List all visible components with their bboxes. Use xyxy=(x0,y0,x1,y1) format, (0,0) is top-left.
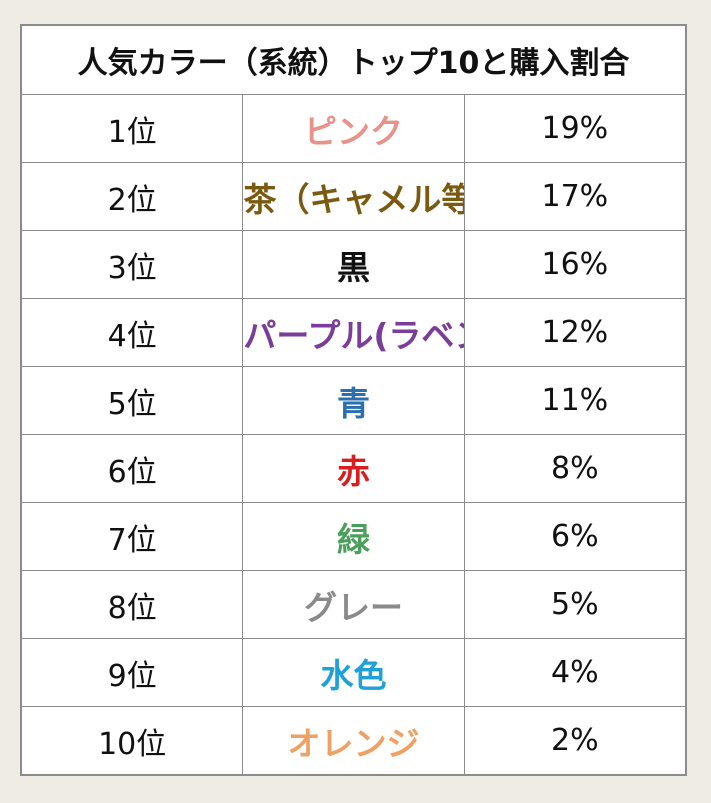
table-row: 7位緑 6% xyxy=(20,502,687,571)
percent-cell: 19% xyxy=(463,94,687,163)
table-title: 人気カラー（系統）トップ10と購入割合 xyxy=(21,25,686,95)
color-name-cell: ピンク xyxy=(242,94,465,163)
color-name-cell: オレンジ xyxy=(242,706,465,775)
ranking-table-frame: 人気カラー（系統）トップ10と購入割合 1位ピンク19%2位茶（キャメル等）17… xyxy=(20,24,687,776)
color-ranking-table: 人気カラー（系統）トップ10と購入割合 1位ピンク19%2位茶（キャメル等）17… xyxy=(20,25,687,775)
percent-cell: 4% xyxy=(463,638,687,707)
table-row: 8位 グレー 5% xyxy=(20,570,687,639)
rank-cell: 1位 xyxy=(20,94,244,163)
rank-cell: 10位 xyxy=(20,706,244,775)
table-body: 1位ピンク19%2位茶（キャメル等）17%3位黒16%4位パープル(ラベンダー等… xyxy=(20,94,687,775)
percent-cell: 2% xyxy=(463,706,687,775)
percent-cell: 11% xyxy=(463,366,687,435)
color-name-cell: 茶（キャメル等） xyxy=(242,162,465,231)
percent-cell: 12% xyxy=(463,298,687,367)
rank-cell: 7位 xyxy=(20,502,244,571)
rank-cell: 2位 xyxy=(20,162,244,231)
table-row: 3位黒 16% xyxy=(20,230,687,299)
rank-cell: 6位 xyxy=(20,434,244,503)
rank-cell: 3位 xyxy=(20,230,244,299)
percent-cell: 6% xyxy=(463,502,687,571)
table-row: 9位 水色 4% xyxy=(20,638,687,707)
percent-cell: 8% xyxy=(463,434,687,503)
rank-cell: 8位 xyxy=(20,570,244,639)
rank-cell: 5位 xyxy=(20,366,244,435)
color-name-cell: パープル(ラベンダー等) xyxy=(242,298,465,367)
color-name-cell: 黒 xyxy=(242,230,465,299)
table-row: 10位 オレンジ 2% xyxy=(20,706,687,775)
color-name-cell: 赤 xyxy=(242,434,465,503)
percent-cell: 17% xyxy=(463,162,687,231)
percent-cell: 16% xyxy=(463,230,687,299)
table-row: 6位赤 8% xyxy=(20,434,687,503)
rank-cell: 4位 xyxy=(20,298,244,367)
color-name-cell: グレー xyxy=(242,570,465,639)
color-name-cell: 青 xyxy=(242,366,465,435)
color-name-cell: 緑 xyxy=(242,502,465,571)
table-row: 5位青 11% xyxy=(20,366,687,435)
rank-cell: 9位 xyxy=(20,638,244,707)
table-row: 2位茶（キャメル等）17% xyxy=(20,162,687,231)
color-name-cell: 水色 xyxy=(242,638,465,707)
percent-cell: 5% xyxy=(463,570,687,639)
table-row: 1位 ピンク 19% xyxy=(20,94,687,163)
title-row: 人気カラー（系統）トップ10と購入割合 xyxy=(21,25,686,95)
